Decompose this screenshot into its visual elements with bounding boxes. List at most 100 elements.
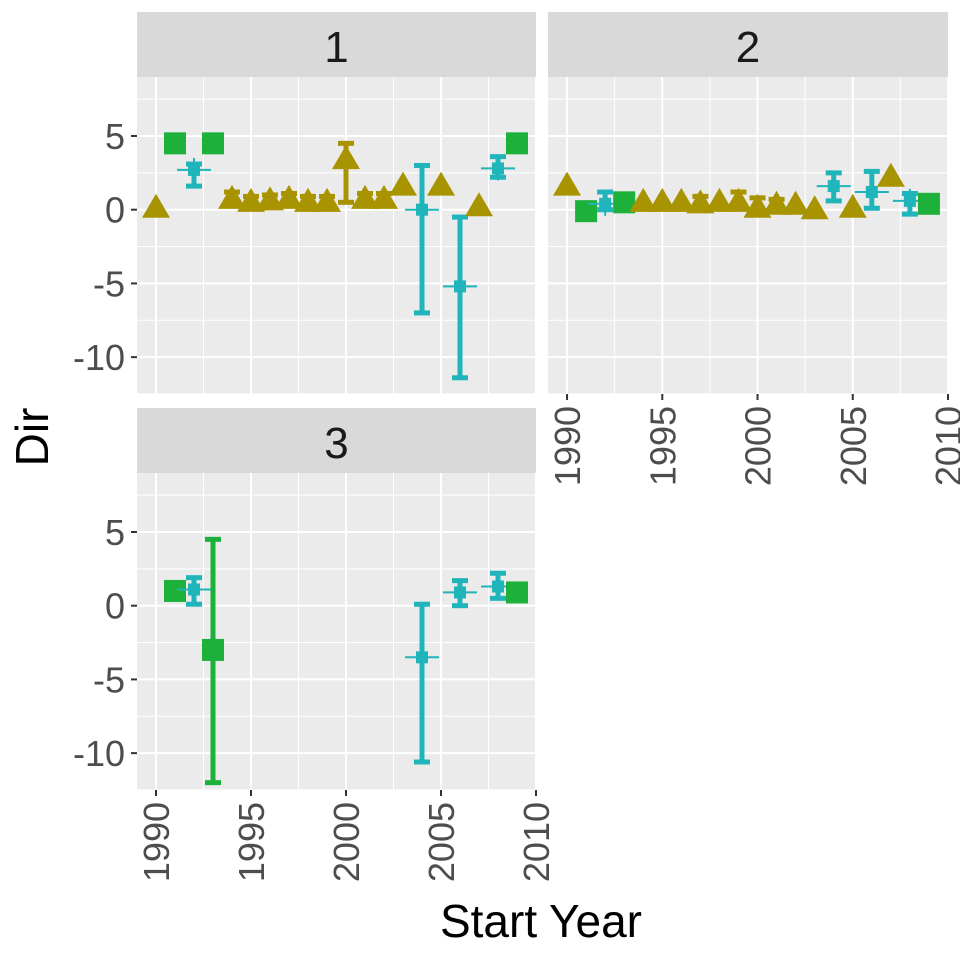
x-tick-label: 2000 <box>326 802 367 882</box>
x-tick-label: 1990 <box>136 802 177 882</box>
triangle-marker <box>629 187 658 212</box>
data-point <box>177 157 211 189</box>
cross-marker-core <box>454 586 466 599</box>
triangle-marker <box>237 187 265 212</box>
cross-marker-core <box>492 162 504 175</box>
triangle-marker <box>332 145 360 170</box>
x-tick-label: 2005 <box>833 406 874 486</box>
data-point <box>762 190 791 215</box>
data-point <box>705 187 734 212</box>
facet-strip-label: 2 <box>736 23 760 72</box>
triangle-marker <box>351 184 379 209</box>
y-tick-label: 5 <box>105 512 125 553</box>
square-marker <box>575 200 598 223</box>
facet-strip <box>137 12 536 77</box>
data-point <box>443 214 477 381</box>
square-marker <box>164 579 186 602</box>
panel-background <box>137 77 536 394</box>
x-tick-label: 2010 <box>516 802 557 882</box>
triangle-marker <box>553 171 582 196</box>
data-point <box>389 171 417 196</box>
triangle-marker <box>800 195 829 220</box>
y-tick-label: 0 <box>105 586 125 627</box>
triangle-marker <box>762 190 791 215</box>
cross-marker-core <box>416 651 428 664</box>
data-point <box>164 132 186 155</box>
square-marker <box>506 132 528 155</box>
data-point <box>588 189 623 216</box>
triangle-marker <box>142 193 170 218</box>
triangle-marker <box>781 190 810 215</box>
data-point <box>575 200 598 223</box>
y-tick-label: 0 <box>105 190 125 231</box>
cross-marker-core <box>188 583 200 596</box>
x-tick-label: 2005 <box>421 802 462 882</box>
data-point <box>218 184 246 209</box>
data-point <box>313 187 341 212</box>
panel-background <box>548 77 948 394</box>
data-point <box>256 186 284 211</box>
triangle-marker <box>370 184 398 209</box>
y-tick-label: -5 <box>93 263 125 304</box>
data-point <box>443 578 477 609</box>
square-marker <box>917 192 940 215</box>
triangle-marker <box>294 187 322 212</box>
square-marker <box>164 132 186 155</box>
data-point <box>202 132 224 155</box>
panel-background <box>137 473 536 790</box>
data-point <box>800 195 829 220</box>
triangle-marker <box>876 162 905 187</box>
square-marker <box>202 132 224 155</box>
triangle-marker <box>313 187 341 212</box>
facet-strip <box>137 408 536 473</box>
data-point <box>724 187 753 212</box>
facet-panel-2: 2 1990 1995 2000 2005 2010 <box>547 12 960 486</box>
triangle-marker <box>705 187 734 212</box>
data-point <box>275 184 303 209</box>
triangle-marker <box>256 186 284 211</box>
triangle-marker <box>686 189 715 214</box>
cross-marker-core <box>827 180 840 193</box>
data-point <box>405 601 439 765</box>
x-tick-label: 2000 <box>738 406 779 486</box>
data-point <box>917 192 940 215</box>
facet-strip <box>548 12 948 77</box>
data-point <box>481 154 515 181</box>
triangle-marker <box>427 171 455 196</box>
x-tick-label: 1995 <box>642 406 683 486</box>
facet-panel-3: 3 5 0 -5 -10 1990 1995 2000 2005 2010 <box>73 408 557 882</box>
triangle-marker <box>389 171 417 196</box>
data-point <box>427 171 455 196</box>
triangle-marker <box>218 184 246 209</box>
cross-marker-core <box>492 580 504 593</box>
data-point <box>351 184 379 209</box>
cross-marker-core <box>454 280 466 293</box>
y-tick-label: -10 <box>73 337 125 378</box>
data-point <box>686 189 715 214</box>
data-point <box>332 140 360 205</box>
data-point <box>648 187 677 212</box>
x-axis-title: Start Year <box>440 895 642 947</box>
data-point <box>838 193 867 218</box>
triangle-marker <box>465 192 493 217</box>
data-point <box>370 184 398 209</box>
data-point <box>202 536 224 786</box>
data-point <box>553 171 582 196</box>
data-point <box>465 192 493 217</box>
cross-marker-core <box>416 203 428 216</box>
y-tick-label: 5 <box>105 116 125 157</box>
data-point <box>613 191 636 214</box>
data-point <box>629 187 658 212</box>
cross-marker-core <box>188 163 200 176</box>
data-point <box>294 187 322 212</box>
y-axis-title: Dir <box>6 408 58 467</box>
x-tick-label: 2010 <box>928 406 960 486</box>
x-tick-label: 1995 <box>231 802 272 882</box>
triangle-marker <box>724 187 753 212</box>
data-point <box>876 162 905 187</box>
y-tick-label: -5 <box>93 659 125 700</box>
y-tick-label: -10 <box>73 733 125 774</box>
x-tick-label: 1990 <box>547 406 588 486</box>
